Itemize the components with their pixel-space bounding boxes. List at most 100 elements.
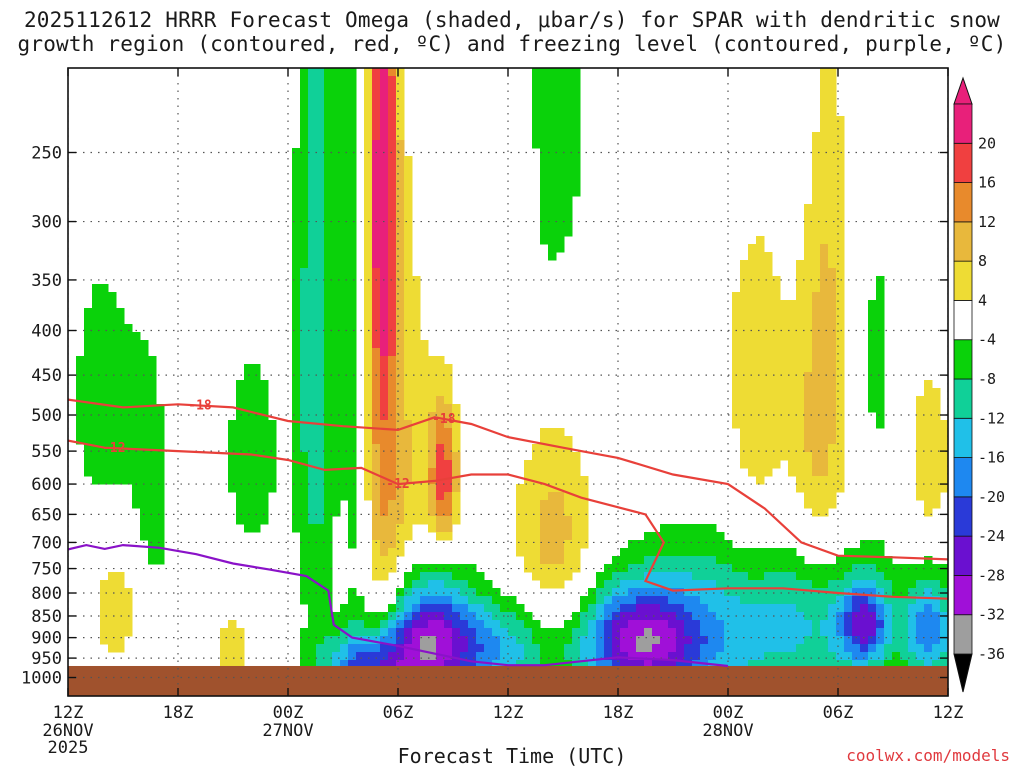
omega-cell xyxy=(108,340,117,349)
omega-cell xyxy=(348,644,357,653)
omega-cell xyxy=(444,500,453,509)
omega-cell xyxy=(396,540,405,549)
omega-cell xyxy=(844,604,853,613)
omega-cell xyxy=(300,548,309,557)
omega-cell xyxy=(324,644,333,653)
omega-cell xyxy=(628,540,637,549)
omega-cell xyxy=(348,476,357,485)
omega-cell xyxy=(620,556,629,565)
omega-cell xyxy=(532,76,541,85)
omega-cell xyxy=(940,428,948,437)
omega-cell xyxy=(228,620,237,629)
omega-cell xyxy=(308,332,317,341)
omega-cell xyxy=(740,636,749,645)
omega-cell xyxy=(420,516,429,525)
omega-cell xyxy=(452,604,461,613)
omega-cell xyxy=(92,300,101,309)
omega-cell xyxy=(700,580,709,589)
omega-cell xyxy=(404,460,413,469)
omega-cell xyxy=(780,428,789,437)
omega-cell xyxy=(900,628,909,637)
omega-cell xyxy=(588,628,597,637)
omega-cell xyxy=(100,412,109,421)
omega-cell xyxy=(444,436,453,445)
omega-cell xyxy=(148,444,157,453)
omega-cell xyxy=(396,452,405,461)
omega-cell xyxy=(596,652,605,661)
omega-cell xyxy=(772,580,781,589)
omega-cell xyxy=(324,572,333,581)
omega-cell xyxy=(412,340,421,349)
omega-cell xyxy=(812,268,821,277)
omega-cell xyxy=(660,540,669,549)
omega-cell xyxy=(548,188,557,197)
omega-cell xyxy=(748,372,757,381)
omega-cell xyxy=(332,284,341,293)
omega-cell xyxy=(692,596,701,605)
omega-cell xyxy=(644,660,653,669)
omega-cell xyxy=(828,132,837,141)
omega-cell xyxy=(764,284,773,293)
omega-cell xyxy=(644,532,653,541)
omega-cell xyxy=(796,428,805,437)
omega-cell xyxy=(364,300,373,309)
omega-cell xyxy=(140,364,149,373)
omega-cell xyxy=(396,140,405,149)
omega-cell xyxy=(308,92,317,101)
omega-cell xyxy=(908,588,917,597)
omega-cell xyxy=(436,644,445,653)
omega-cell xyxy=(628,556,637,565)
omega-cell xyxy=(620,660,629,669)
omega-cell xyxy=(764,252,773,261)
omega-cell xyxy=(132,372,141,381)
omega-cell xyxy=(332,268,341,277)
omega-cell xyxy=(828,108,837,117)
omega-cell xyxy=(700,652,709,661)
omega-cell xyxy=(380,340,389,349)
omega-cell xyxy=(300,660,309,669)
omega-cell xyxy=(908,612,917,621)
omega-cell xyxy=(508,644,517,653)
omega-cell xyxy=(92,340,101,349)
omega-cell xyxy=(748,628,757,637)
omega-cell xyxy=(804,204,813,213)
omega-cell xyxy=(836,236,845,245)
omega-cell xyxy=(748,316,757,325)
omega-cell xyxy=(436,460,445,469)
omega-cell xyxy=(660,652,669,661)
omega-cell xyxy=(764,308,773,317)
omega-cell xyxy=(332,300,341,309)
omega-cell xyxy=(140,444,149,453)
omega-cell xyxy=(324,212,333,221)
omega-cell xyxy=(340,244,349,253)
omega-cell xyxy=(308,100,317,109)
omega-cell xyxy=(396,180,405,189)
omega-cell xyxy=(268,436,277,445)
omega-cell xyxy=(316,108,325,117)
omega-cell xyxy=(428,636,437,645)
omega-cell xyxy=(524,468,533,477)
omega-cell xyxy=(372,500,381,509)
omega-cell xyxy=(860,644,869,653)
omega-cell xyxy=(708,532,717,541)
omega-cell xyxy=(228,452,237,461)
omega-cell xyxy=(748,276,757,285)
omega-cell xyxy=(820,268,829,277)
omega-cell xyxy=(300,220,309,229)
omega-cell xyxy=(796,620,805,629)
omega-cell xyxy=(748,604,757,613)
omega-cell xyxy=(396,292,405,301)
omega-cell xyxy=(332,612,341,621)
omega-cell xyxy=(916,412,925,421)
omega-cell xyxy=(756,444,765,453)
omega-cell xyxy=(348,420,357,429)
omega-cell xyxy=(476,628,485,637)
omega-cell xyxy=(772,436,781,445)
omega-cell xyxy=(828,308,837,317)
omega-cell xyxy=(92,412,101,421)
omega-cell xyxy=(292,212,301,221)
omega-cell xyxy=(812,228,821,237)
omega-cell xyxy=(292,244,301,253)
omega-cell xyxy=(348,596,357,605)
omega-cell xyxy=(740,588,749,597)
